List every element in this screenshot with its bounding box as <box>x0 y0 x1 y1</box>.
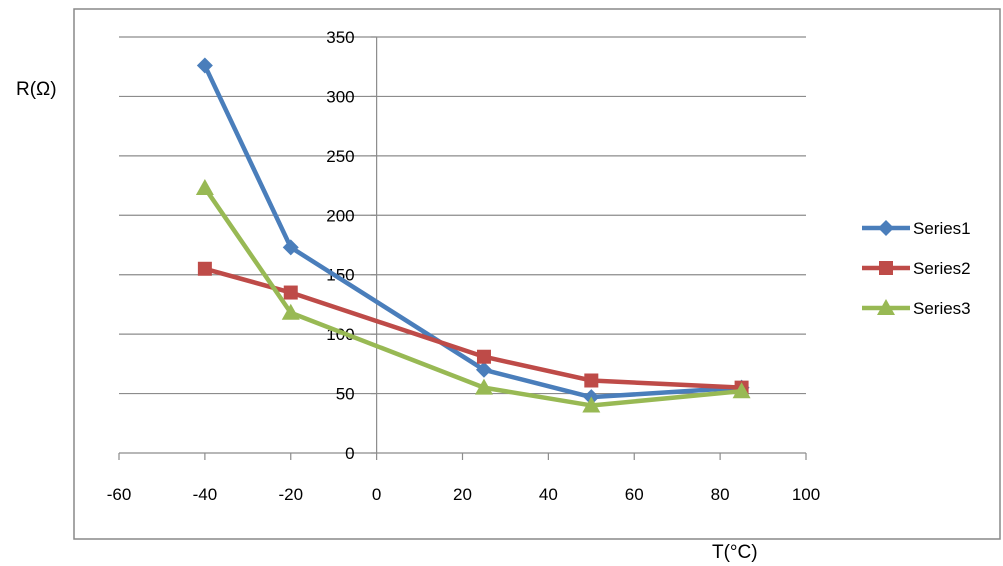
legend-label: Series1 <box>913 219 971 238</box>
data-point <box>732 382 751 399</box>
x-tick-label: 0 <box>372 485 381 504</box>
legend-marker <box>878 220 894 236</box>
legend-label: Series2 <box>913 259 971 278</box>
legend-item-series1: Series1 <box>862 219 971 238</box>
data-point <box>282 239 299 256</box>
x-tick-label: -40 <box>193 485 218 504</box>
data-point <box>476 349 491 364</box>
data-point <box>584 373 599 388</box>
data-point <box>283 285 298 300</box>
data-point <box>582 396 601 413</box>
series-group <box>195 57 751 413</box>
x-axis-title: T(°C) <box>712 542 758 563</box>
data-point <box>196 57 213 74</box>
x-tick-label: 80 <box>711 485 730 504</box>
y-tick-label: 250 <box>326 147 354 166</box>
legend-marker <box>877 299 895 315</box>
data-point <box>474 378 493 395</box>
legend: Series1 Series2 Series3 <box>862 219 971 318</box>
y-axis-title: R(Ω) <box>16 79 57 100</box>
x-tick-label: 60 <box>625 485 644 504</box>
legend-label: Series3 <box>913 299 971 318</box>
data-point <box>475 361 492 378</box>
x-tick-label: -20 <box>278 485 303 504</box>
y-tick-label: 50 <box>336 385 355 404</box>
chart-area-border <box>73 8 1001 540</box>
y-tick-label: 150 <box>326 266 354 285</box>
legend-marker <box>879 261 893 275</box>
x-tick-label: -60 <box>107 485 132 504</box>
axes <box>118 36 807 460</box>
legend-item-series2: Series2 <box>862 259 971 278</box>
y-tick-label: 0 <box>345 444 354 463</box>
y-tick-label: 350 <box>326 28 354 47</box>
x-tick-label: 20 <box>453 485 472 504</box>
series-3 <box>195 178 751 413</box>
data-point <box>197 261 212 276</box>
y-tick-label: 200 <box>326 206 354 225</box>
data-point <box>281 303 300 320</box>
y-tick-label: 300 <box>326 87 354 106</box>
x-tick-label: 100 <box>792 485 820 504</box>
data-point <box>195 178 214 195</box>
legend-item-series3: Series3 <box>862 299 971 318</box>
x-tick-label: 40 <box>539 485 558 504</box>
